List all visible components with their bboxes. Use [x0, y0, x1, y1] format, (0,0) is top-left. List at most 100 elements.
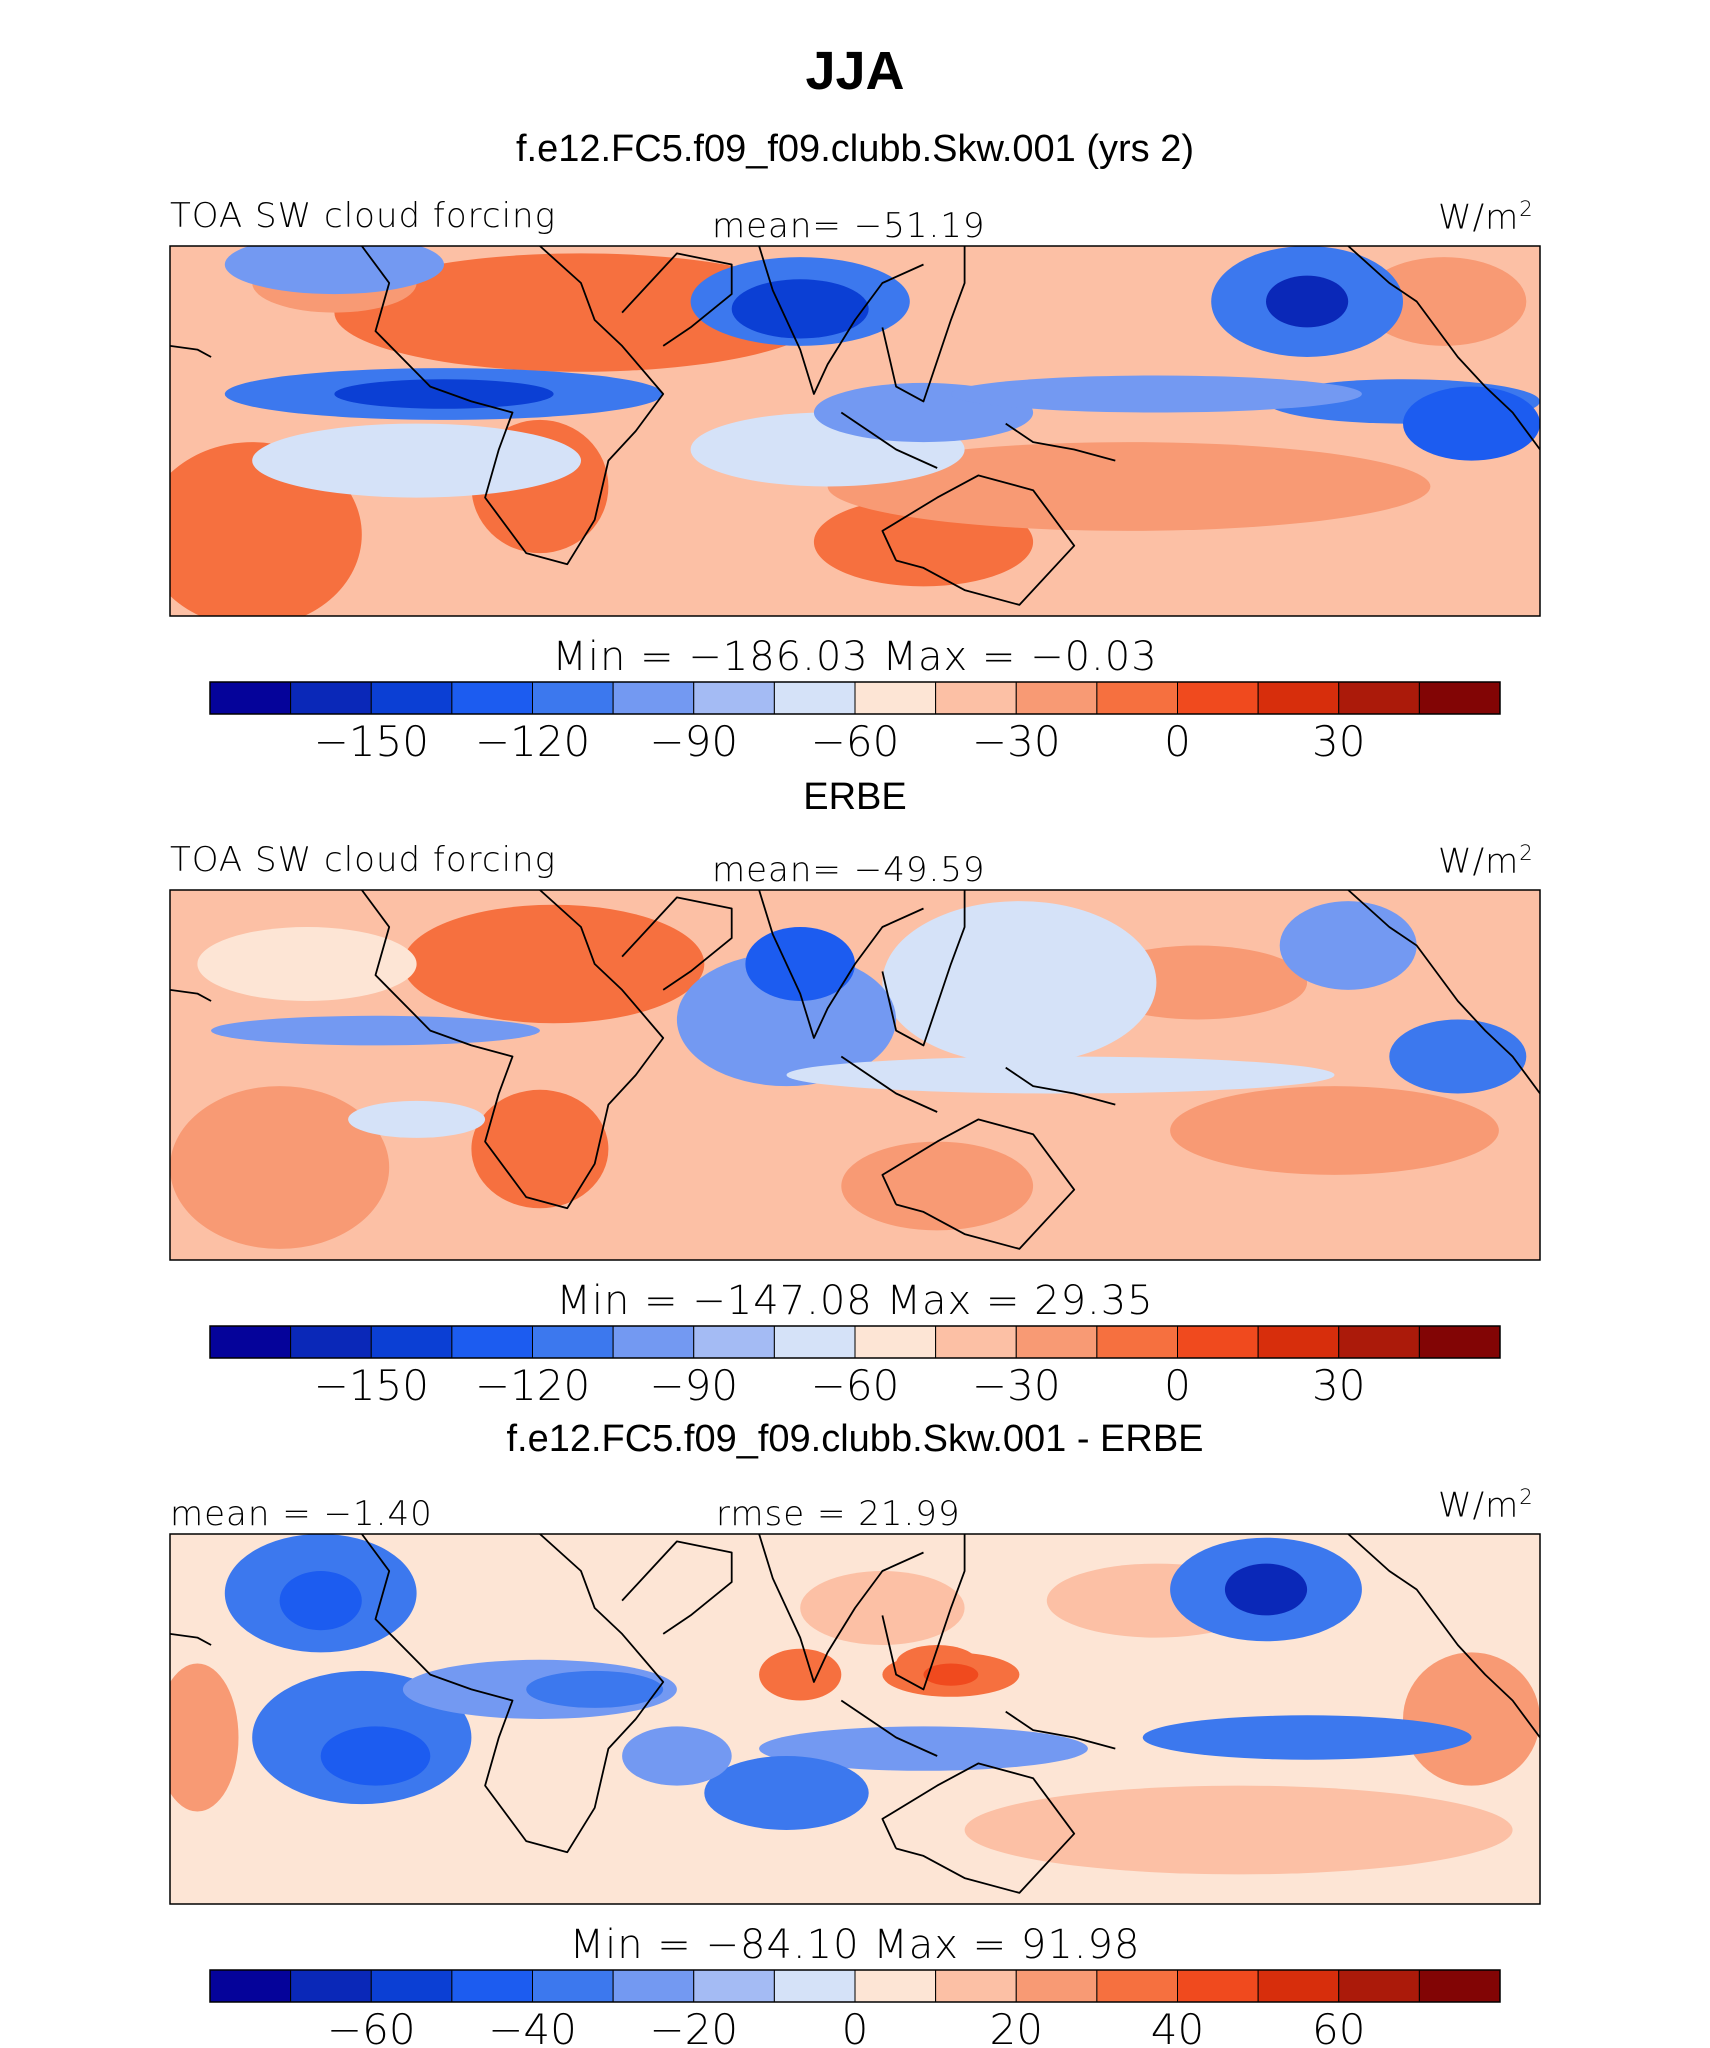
map-panel-3	[169, 1533, 1541, 1905]
coastline	[361, 246, 665, 566]
contour-region	[1224, 1563, 1308, 1616]
colorbar-tick-label: −20	[649, 2005, 738, 2048]
colorbar-box	[612, 681, 695, 715]
colorbar-box	[532, 1325, 614, 1359]
contour-region	[704, 1756, 869, 1830]
colorbar-1: −150 −120 −90 −60 −30 0 30	[209, 681, 1501, 766]
panel-1-minmax: Min = −186.03 Max = −0.03	[552, 634, 1158, 680]
contour-region	[471, 1089, 609, 1209]
colorbar-tick-label: −40	[488, 2005, 577, 2048]
panel-2-center-label: mean= −49.59	[712, 850, 986, 890]
colorbar-tick-label: 0	[1164, 1361, 1191, 1410]
colorbar-box	[1015, 1325, 1098, 1359]
contour-region	[800, 1571, 965, 1645]
colorbar-box	[290, 1325, 372, 1359]
colorbar-box	[612, 1969, 695, 2003]
colorbar-box	[1177, 1969, 1259, 2003]
colorbar-tick-label: −30	[972, 717, 1061, 766]
contour-region	[841, 1141, 1034, 1231]
coastline	[840, 1699, 938, 1757]
panel-1-center-label: mean= −51.19	[712, 206, 986, 246]
figure-title: JJA	[805, 41, 905, 101]
colorbar-3: −60 −40 −20 0 20 40 60	[209, 1969, 1501, 2048]
colorbar-box	[209, 681, 292, 715]
coastline	[758, 246, 924, 395]
colorbar-box	[1418, 681, 1501, 715]
colorbar-box	[370, 681, 453, 715]
coastline	[758, 1534, 924, 1683]
colorbar-tick-label: −90	[649, 717, 738, 766]
colorbar-box	[693, 1969, 775, 2003]
panel-3-center-label: rmse = 21.99	[716, 1494, 961, 1534]
contour-region	[1279, 901, 1417, 990]
panel-2-heading: ERBE	[803, 776, 907, 818]
contour-region	[170, 1086, 390, 1249]
colorbar-box	[532, 1969, 614, 2003]
map-frame	[169, 889, 1541, 1261]
colorbar-box	[290, 681, 372, 715]
panel-3-heading: f.e12.FC5.f09_f09.clubb.Skw.001 - ERBE	[506, 1418, 1204, 1460]
coastline	[621, 252, 733, 347]
colorbar-box	[612, 1325, 695, 1359]
contour-region	[402, 904, 705, 1024]
colorbar-tick-label: −150	[314, 717, 429, 766]
contour-region	[334, 379, 554, 409]
coastline	[170, 1633, 212, 1646]
coastline	[881, 1118, 1076, 1250]
colorbar-box	[1338, 681, 1420, 715]
panel-3-minmax: Min = −84.10 Max = 91.98	[569, 1922, 1141, 1968]
colorbar-box	[854, 681, 937, 715]
colorbar-box	[290, 1969, 372, 2003]
coastline	[881, 246, 966, 403]
colorbar-tick-label: −120	[475, 1361, 590, 1410]
colorbar-box	[773, 1325, 856, 1359]
coastline	[881, 1762, 1076, 1894]
contour-region	[1361, 257, 1527, 346]
colorbar-frame	[209, 1969, 1501, 2003]
colorbar-box	[1338, 1969, 1420, 2003]
map-frame	[169, 1533, 1541, 1905]
contour-region	[786, 1056, 1335, 1094]
contour-region	[1403, 1652, 1540, 1786]
colorbar-box	[1177, 1325, 1259, 1359]
colorbar-box	[693, 1325, 775, 1359]
contour-region	[1389, 1019, 1527, 1094]
colorbar-tick-label: 0	[1164, 717, 1191, 766]
colorbar-2: −150 −120 −90 −60 −30 0 30	[209, 1325, 1501, 1410]
coastline	[170, 989, 212, 1002]
contour-region	[526, 1670, 664, 1708]
coastline	[840, 411, 938, 469]
map-frame	[169, 245, 1541, 617]
colorbar-tick-label: 0	[842, 2005, 869, 2048]
panel-1-heading: f.e12.FC5.f09_f09.clubb.Skw.001 (yrs 2)	[515, 128, 1195, 170]
contour-region	[964, 1785, 1513, 1875]
colorbar-box	[532, 681, 614, 715]
contour-region	[320, 1726, 431, 1786]
contour-region	[759, 1726, 1088, 1771]
contour-region	[224, 246, 444, 295]
contour-region	[882, 901, 1157, 1064]
panel-2-left-label: TOA SW cloud forcing	[170, 840, 556, 880]
colorbar-tick-label: −60	[811, 1361, 900, 1410]
coastline	[361, 1534, 665, 1854]
colorbar-box	[935, 681, 1017, 715]
colorbar-box	[451, 681, 533, 715]
colorbar-box	[1418, 1969, 1501, 2003]
contour-region	[759, 1648, 842, 1701]
panel-3-units: W/m2	[1438, 1484, 1534, 1526]
map-field	[170, 246, 1540, 616]
colorbar-box	[935, 1325, 1017, 1359]
coastline	[1347, 890, 1540, 1095]
colorbar-box	[1096, 1969, 1178, 2003]
colorbar-box	[451, 1325, 533, 1359]
contour-region	[197, 927, 417, 1001]
colorbar-tick-label: −150	[314, 1361, 429, 1410]
colorbar-box	[773, 681, 856, 715]
colorbar-frame	[209, 1325, 1501, 1359]
coastline	[1347, 1534, 1540, 1739]
coastline	[881, 890, 966, 1047]
contour-region	[1142, 1715, 1472, 1760]
panel-1-left-label: TOA SW cloud forcing	[170, 196, 556, 236]
colorbar-box	[1418, 1325, 1501, 1359]
